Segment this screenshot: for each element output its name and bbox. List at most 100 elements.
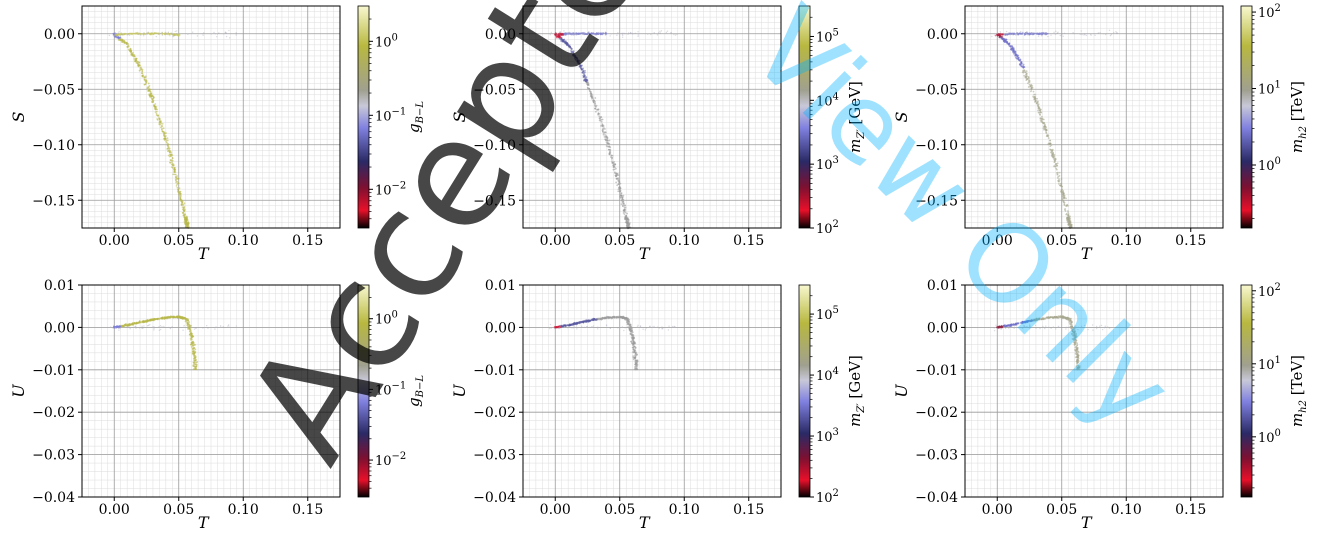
data-point bbox=[650, 33, 652, 36]
data-point bbox=[1063, 203, 1066, 206]
data-point bbox=[616, 184, 619, 187]
data-point bbox=[1058, 171, 1061, 174]
data-point bbox=[130, 326, 132, 329]
data-point bbox=[1103, 327, 1106, 329]
data-point bbox=[114, 33, 117, 36]
data-point bbox=[608, 142, 611, 145]
data-point bbox=[136, 31, 139, 34]
colorbar bbox=[798, 5, 811, 229]
data-point bbox=[1070, 324, 1073, 327]
data-point bbox=[632, 33, 634, 35]
data-point bbox=[235, 34, 237, 36]
data-point bbox=[1031, 319, 1034, 322]
y-tick-label: −0.04 bbox=[32, 490, 75, 506]
x-tick-label: 0.15 bbox=[1175, 233, 1206, 249]
data-point bbox=[622, 210, 625, 213]
data-point bbox=[1077, 351, 1080, 353]
data-point bbox=[187, 33, 189, 36]
data-point bbox=[126, 42, 129, 45]
data-point bbox=[190, 342, 193, 345]
data-point bbox=[580, 66, 582, 68]
data-point bbox=[1062, 317, 1064, 320]
data-point bbox=[112, 34, 115, 37]
data-point bbox=[1073, 325, 1076, 327]
x-axis-label: T bbox=[1081, 244, 1093, 263]
x-tick-label: 0.15 bbox=[733, 233, 764, 249]
y-axis-label: U bbox=[450, 384, 469, 398]
data-point bbox=[1034, 99, 1037, 102]
data-point bbox=[568, 44, 571, 47]
data-point bbox=[138, 327, 141, 329]
colorbar-label: mh2 [TeV] bbox=[1288, 81, 1309, 153]
data-point bbox=[559, 31, 561, 33]
data-point bbox=[1087, 328, 1089, 331]
data-point bbox=[168, 161, 171, 164]
data-point bbox=[124, 32, 127, 35]
data-point bbox=[659, 30, 661, 33]
data-point bbox=[173, 170, 176, 173]
data-point bbox=[1032, 95, 1034, 98]
data-point bbox=[1044, 327, 1046, 330]
data-point bbox=[1076, 356, 1078, 359]
data-point bbox=[184, 220, 187, 223]
data-point bbox=[195, 327, 197, 330]
colorbar-label: mZ′ [GeV] bbox=[846, 355, 867, 427]
data-point bbox=[624, 327, 626, 329]
data-point bbox=[1068, 225, 1071, 228]
data-point bbox=[172, 173, 175, 176]
data-point bbox=[1059, 184, 1062, 187]
data-point bbox=[1030, 90, 1032, 93]
data-point bbox=[159, 120, 161, 123]
data-point bbox=[600, 124, 602, 127]
data-point bbox=[587, 320, 590, 323]
data-point bbox=[550, 31, 552, 34]
data-point bbox=[996, 327, 998, 329]
data-point bbox=[619, 190, 621, 193]
data-point bbox=[667, 329, 670, 331]
data-point bbox=[1027, 319, 1030, 322]
data-point bbox=[621, 36, 624, 38]
data-point bbox=[1040, 115, 1043, 118]
data-point bbox=[167, 146, 170, 149]
data-point bbox=[615, 172, 618, 175]
data-point bbox=[1031, 84, 1034, 87]
data-point bbox=[621, 198, 624, 201]
data-point bbox=[598, 31, 600, 34]
data-point bbox=[1074, 330, 1077, 333]
data-point bbox=[627, 218, 629, 221]
data-point bbox=[557, 36, 560, 39]
data-point bbox=[549, 34, 552, 36]
data-point bbox=[578, 59, 581, 62]
data-point bbox=[622, 203, 625, 206]
data-point bbox=[999, 327, 1001, 330]
data-point bbox=[582, 31, 585, 34]
data-point bbox=[1049, 139, 1052, 142]
data-point bbox=[642, 328, 644, 330]
data-point bbox=[214, 33, 217, 35]
data-point bbox=[149, 33, 152, 36]
data-point bbox=[653, 325, 655, 328]
data-point bbox=[166, 150, 169, 153]
data-point bbox=[1003, 34, 1005, 36]
data-point bbox=[575, 33, 578, 36]
data-point bbox=[615, 174, 618, 176]
data-point bbox=[1065, 204, 1068, 207]
data-point bbox=[590, 94, 593, 97]
data-point bbox=[144, 80, 147, 83]
data-point bbox=[595, 32, 598, 35]
y-tick-label: −0.02 bbox=[473, 405, 516, 421]
data-point bbox=[1055, 168, 1058, 171]
data-point bbox=[176, 186, 179, 189]
data-point bbox=[549, 323, 552, 326]
y-tick-label: −0.03 bbox=[32, 448, 75, 464]
data-point bbox=[157, 115, 160, 117]
data-point bbox=[621, 201, 624, 204]
data-point bbox=[150, 32, 153, 34]
data-point bbox=[174, 30, 176, 33]
data-point bbox=[191, 31, 194, 33]
data-point bbox=[572, 50, 575, 53]
data-point bbox=[571, 47, 573, 50]
data-point bbox=[572, 32, 575, 35]
data-point bbox=[594, 105, 597, 107]
data-point bbox=[1066, 221, 1069, 224]
